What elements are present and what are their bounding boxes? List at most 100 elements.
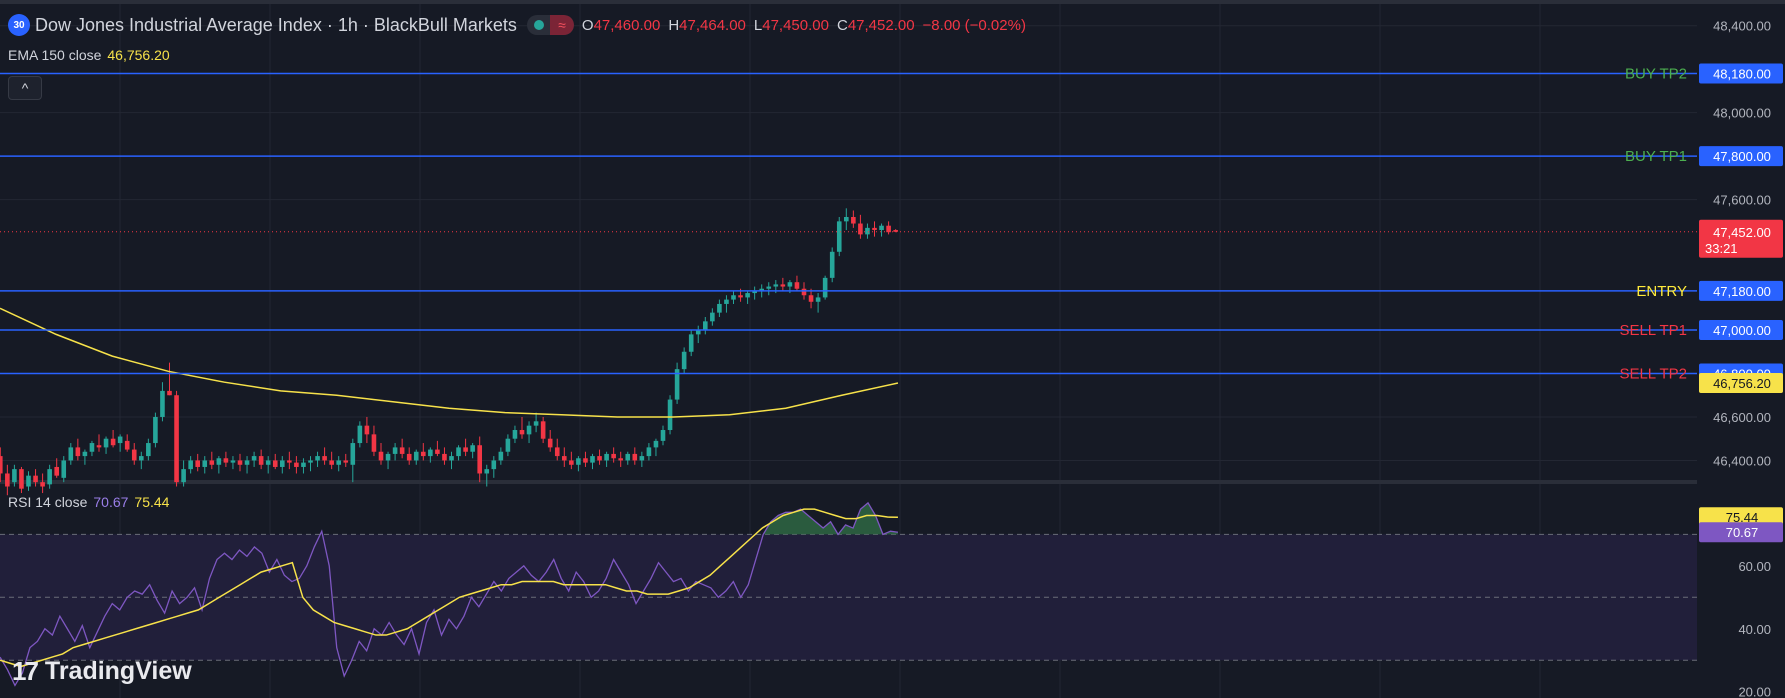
candle-body	[766, 286, 772, 289]
candle-body	[801, 288, 807, 296]
candle-body	[280, 460, 285, 467]
candle-body	[611, 453, 616, 459]
level-axis-label: 47,000.00	[1713, 323, 1771, 338]
ohlc-high: H47,464.00	[668, 16, 746, 34]
candle-body	[456, 447, 461, 457]
candle-body	[435, 449, 440, 454]
top-border	[0, 0, 1785, 4]
candle-body	[484, 469, 490, 474]
candle-body	[836, 221, 842, 252]
rsi-axis-tick: 40.00	[1738, 622, 1771, 637]
candle-body	[787, 282, 793, 287]
candle-body	[752, 290, 757, 294]
candle-body	[526, 425, 532, 435]
rsi-ma-axis-label: 75.44	[1726, 510, 1759, 525]
chart-header: 30 Dow Jones Industrial Average Index · …	[8, 14, 1026, 36]
candle-body	[251, 456, 257, 461]
candle-body	[498, 451, 504, 461]
candle-body	[703, 321, 708, 331]
ema-legend-label: EMA 150 close	[8, 47, 102, 63]
candle-body	[886, 225, 891, 233]
tradingview-logo-text: TradingView	[44, 657, 192, 685]
candle-body	[653, 440, 659, 448]
candle-body	[731, 295, 736, 300]
candle-body	[75, 447, 81, 457]
ema-legend[interactable]: EMA 150 close 46,756.20	[8, 47, 170, 63]
candle-body	[554, 447, 560, 457]
candle-body	[47, 469, 52, 485]
level-axis-label-box	[1699, 280, 1783, 301]
candle-body	[674, 369, 680, 400]
level-label: ENTRY	[1636, 283, 1687, 300]
candle-body	[195, 460, 200, 467]
candle-body	[865, 227, 870, 235]
rsi-legend[interactable]: RSI 14 close 70.67 75.44	[8, 494, 169, 510]
candle-body	[287, 460, 292, 463]
chevron-up-icon: ^	[21, 80, 29, 96]
candle-body	[470, 445, 475, 452]
candle-body	[301, 462, 306, 467]
candle-body	[174, 395, 179, 483]
candle-body	[272, 460, 278, 467]
candle-body	[491, 460, 497, 470]
candle-body	[406, 453, 412, 461]
rsi-legend-label: RSI 14 close	[8, 494, 88, 510]
candle-body	[146, 443, 151, 457]
candle-body	[82, 451, 88, 457]
candle-body	[646, 447, 652, 457]
level-axis-label-box	[1699, 63, 1783, 84]
ohlc-open: O47,460.00	[581, 16, 661, 34]
candle-body	[209, 460, 215, 465]
candle-body	[0, 456, 3, 474]
candle-body	[604, 453, 609, 461]
candle-body	[188, 460, 193, 470]
collapse-legend-button[interactable]: ^	[8, 76, 42, 100]
candle-body	[569, 460, 574, 465]
candle-body	[167, 390, 172, 396]
candle-body	[562, 456, 567, 461]
candle-body	[505, 438, 511, 452]
candle-body	[117, 436, 123, 444]
candle-body	[110, 438, 116, 446]
ema-axis-label-box	[1699, 373, 1783, 394]
rsi-axis-tick: 60.00	[1738, 559, 1771, 574]
candle-body	[583, 458, 588, 463]
candle-body	[96, 445, 102, 448]
candle-body	[660, 430, 666, 441]
chart-title[interactable]: Dow Jones Industrial Average Index · 1h …	[35, 14, 517, 35]
rsi-ma-legend-value: 75.44	[134, 494, 170, 510]
candle-body	[512, 430, 518, 439]
candle-body	[329, 460, 334, 465]
candle-body	[89, 443, 95, 452]
last-price-axis-label: 47,452.00	[1713, 225, 1771, 240]
price-axis-tick: 46,400.00	[1713, 453, 1771, 468]
ema-legend-value: 46,756.20	[107, 47, 170, 63]
candle-body	[844, 217, 849, 222]
candle-body	[258, 456, 264, 465]
candle-body	[315, 456, 320, 461]
candle-body	[428, 449, 433, 457]
candle-body	[759, 288, 764, 291]
price-axis-tick: 46,600.00	[1713, 410, 1771, 425]
candle-body	[131, 449, 137, 461]
price-axis-background	[1697, 4, 1785, 698]
candle-body	[540, 421, 546, 439]
ema-150-line	[0, 307, 899, 418]
symbol-badge[interactable]: 30	[8, 14, 30, 36]
candle-body	[547, 438, 553, 448]
candle-body	[265, 460, 271, 465]
candle-body	[519, 430, 525, 435]
candle-body	[216, 458, 222, 465]
candle-body	[153, 416, 158, 444]
candle-body	[103, 438, 109, 448]
price-change: −8.00 (−0.02%)	[922, 16, 1026, 34]
candle-body	[808, 295, 814, 302]
candle-body	[399, 447, 405, 454]
rsi-legend-value: 70.67	[93, 494, 129, 510]
price-axis-tick: 48,400.00	[1713, 19, 1771, 34]
candle-body	[371, 434, 377, 452]
market-status-pill[interactable]: ≈	[526, 15, 574, 35]
bar-countdown-label: 33:21	[1705, 241, 1738, 256]
tradingview-logo[interactable]: 17 TradingView	[12, 656, 192, 687]
candle-body	[40, 482, 45, 487]
